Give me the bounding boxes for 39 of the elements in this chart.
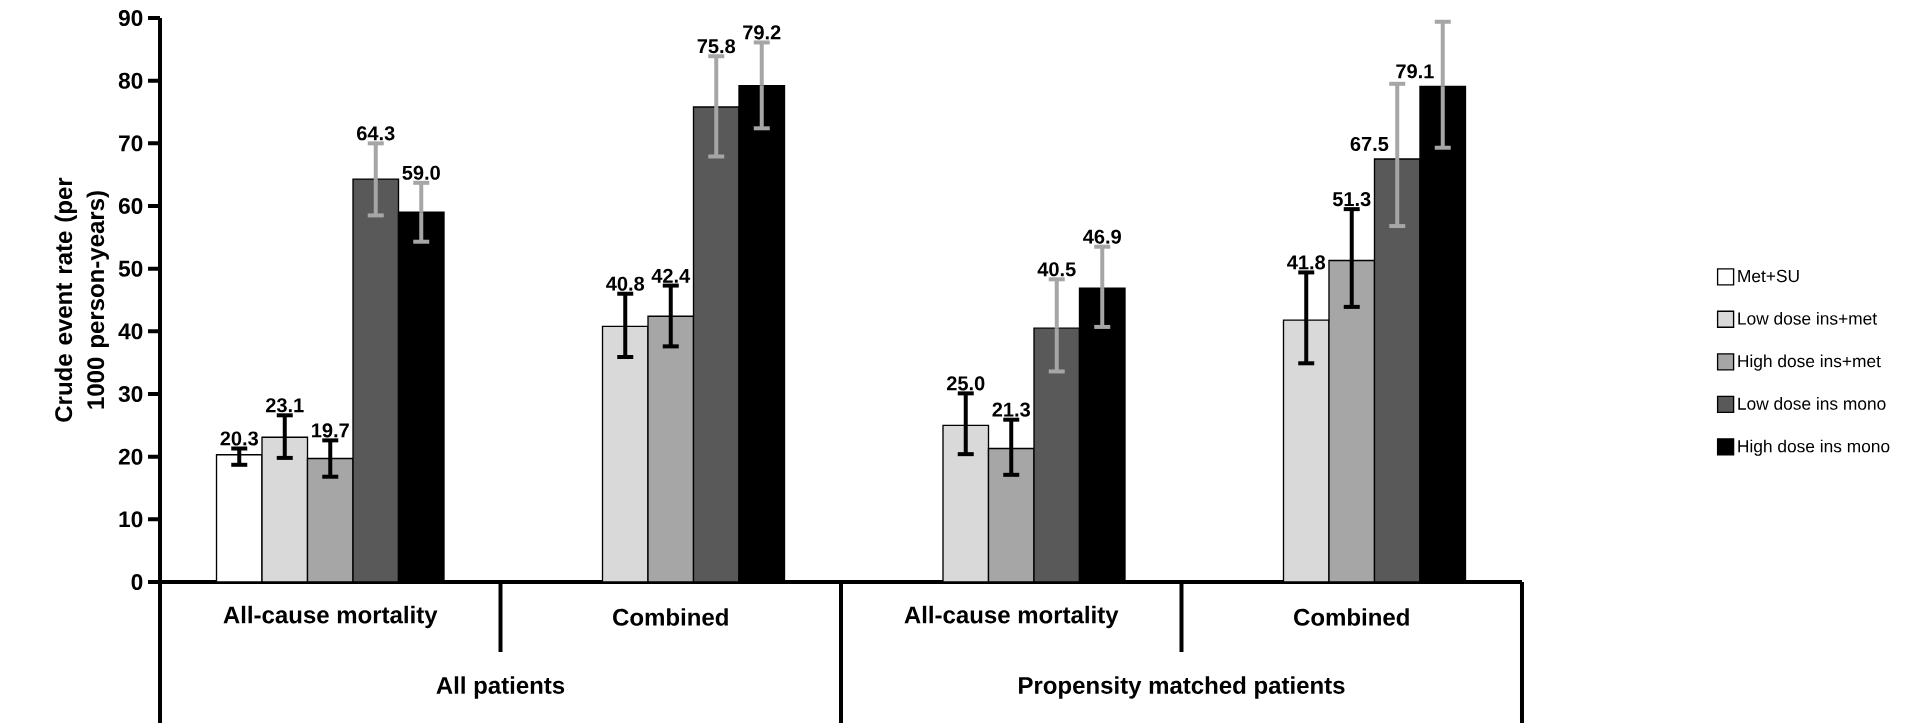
x-tick-label: Combined [1294, 608, 1409, 626]
y-tick-label: 80 [118, 72, 143, 89]
legend-label: Low dose ins mono [1738, 397, 1886, 410]
y-tick-label: 60 [118, 197, 143, 215]
x-tick-label: All-cause mortality [904, 605, 1119, 629]
data-label: 75.8 [697, 39, 736, 54]
y-tick-label: 30 [118, 385, 143, 403]
data-label: 42.4 [651, 268, 691, 283]
text: Propensity matched patients [1019, 676, 1345, 699]
data-label: 79.2 [743, 25, 781, 40]
y-tick-label: 0 [131, 573, 143, 591]
data-label: 20.3 [220, 431, 258, 446]
data-label: 59.0 [402, 165, 440, 180]
legend-label: Met+SU [1738, 269, 1799, 283]
y-tick-label: 20 [118, 448, 143, 465]
x-tick-label: All-cause mortality [223, 605, 438, 629]
y-tick-label: 40 [118, 323, 143, 340]
legend-label: High dose ins+met [1738, 354, 1881, 371]
data-label: 46.9 [1083, 229, 1121, 244]
y-tick-label: 50 [118, 260, 143, 277]
data-label: 67.5 [1350, 136, 1389, 152]
data-label: 19.7 [312, 423, 349, 438]
data-label: 40.8 [606, 276, 645, 291]
legend-label: Low dose ins+met [1738, 311, 1877, 325]
y-tick-label: 90 [118, 9, 143, 27]
data-label: 51.3 [1332, 192, 1371, 207]
data-label: 64.3 [357, 126, 395, 141]
y-tick-label: 70 [119, 135, 143, 152]
data-label: 79.1 [1396, 64, 1434, 79]
data-label: 40.5 [1037, 262, 1076, 277]
text: All patients [436, 676, 565, 699]
y-axis-title: Crude event rate (per 1000 person-years) [54, 177, 109, 422]
data-label: 21.3 [992, 402, 1030, 417]
data-label: 41.8 [1287, 255, 1326, 270]
data-label: 23.1 [265, 398, 304, 413]
legend-label: High dose ins mono [1738, 439, 1890, 456]
y-tick-label: 10 [119, 511, 143, 528]
x-tick-label: Combined [613, 608, 728, 626]
data-label: 25.0 [946, 376, 985, 391]
